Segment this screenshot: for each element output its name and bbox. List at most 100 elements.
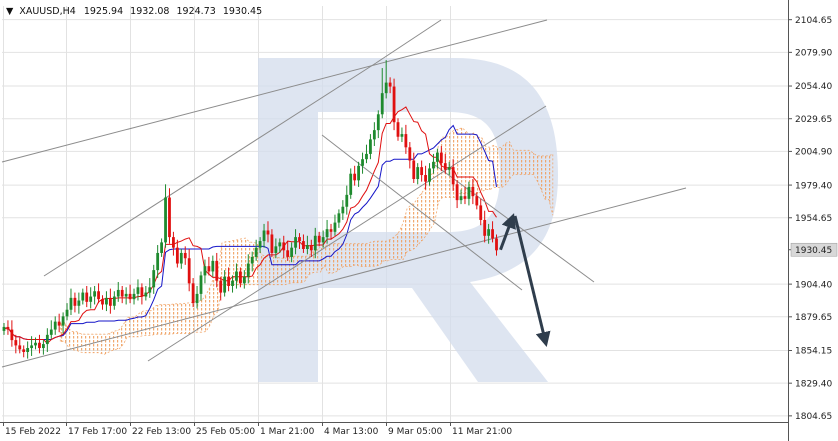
candle-body <box>491 229 494 239</box>
candle-body <box>172 237 175 248</box>
candle-body <box>26 348 30 353</box>
candle-body <box>148 287 152 293</box>
candle-body <box>195 293 199 304</box>
candle-body <box>317 235 321 243</box>
trendline-6 <box>321 134 523 291</box>
candle-body <box>286 250 290 257</box>
candle-body <box>305 245 309 249</box>
candle-body <box>250 256 254 264</box>
candle-body <box>388 82 392 87</box>
candle-body <box>227 276 230 286</box>
candle-body <box>459 196 463 201</box>
candle-body <box>152 270 156 288</box>
candle-body <box>203 266 207 276</box>
grid <box>2 6 788 422</box>
candle-body <box>396 122 400 137</box>
candle-body <box>467 186 471 199</box>
candle-body <box>353 173 357 181</box>
candle-body <box>160 242 163 253</box>
candle-body <box>254 247 258 257</box>
header-low: 1924.73 <box>177 6 216 17</box>
candle-body <box>392 86 396 123</box>
header-open: 1925.94 <box>84 6 123 17</box>
x-tick-label: 25 Feb 05:00 <box>196 427 255 437</box>
candle-body <box>223 276 227 293</box>
watermark-logo <box>258 58 558 382</box>
candle-body <box>345 194 349 207</box>
y-tick-label: 2029.65 <box>795 115 832 125</box>
candle-body <box>290 247 294 257</box>
candle-body <box>191 283 195 304</box>
y-tick-label: 2079.90 <box>795 49 832 59</box>
candle-body <box>258 241 262 248</box>
candle-body <box>479 205 483 220</box>
candle-body <box>400 134 404 137</box>
candle-body <box>30 345 33 349</box>
candle-body <box>10 329 14 341</box>
candle-body <box>361 159 364 166</box>
candle-body <box>42 344 45 349</box>
candle-body <box>412 160 416 180</box>
tenkan-line <box>3 106 497 345</box>
y-tick-label: 2004.90 <box>795 148 832 158</box>
last-price-label-bg <box>790 242 838 257</box>
candle-body <box>14 340 18 346</box>
candle-body <box>447 167 451 170</box>
candle-body <box>108 297 112 306</box>
x-tick-label: 1 Mar 21:00 <box>260 427 315 437</box>
x-tick-label: 17 Feb 17:00 <box>68 427 127 437</box>
candle-body <box>164 197 167 243</box>
candle-body <box>436 152 439 162</box>
candle-body <box>219 280 223 293</box>
candle-body <box>45 334 49 345</box>
trendline-3 <box>375 19 442 64</box>
kijun-line <box>3 124 497 340</box>
candle-body <box>483 219 487 236</box>
candle-body <box>266 230 270 235</box>
candle-body <box>175 247 179 264</box>
watermark-r-shape <box>258 58 558 382</box>
forecast-arrows <box>499 213 551 347</box>
candle-body <box>384 82 388 94</box>
candle-body <box>116 289 120 297</box>
candle-body <box>262 230 266 242</box>
candle-body <box>424 175 427 182</box>
candle-body <box>211 260 215 272</box>
y-tick-label: 1904.40 <box>795 280 832 290</box>
candle-body <box>242 276 246 284</box>
candle-body <box>278 242 282 247</box>
trendline-5 <box>147 105 547 362</box>
candle-body <box>34 342 37 346</box>
candle-body <box>451 167 455 185</box>
candle-body <box>369 139 372 154</box>
candle-body <box>85 292 89 302</box>
chart-header: ▼ XAUUSD,H4 1925.94 1932.08 1924.73 1930… <box>6 6 262 17</box>
candle-body <box>61 316 65 326</box>
candle-body <box>101 299 104 305</box>
x-tick-label: 22 Feb 13:00 <box>132 427 191 437</box>
candle-body <box>313 235 317 251</box>
candle-body <box>321 237 325 243</box>
candles <box>2 60 498 359</box>
candle-body <box>183 252 187 259</box>
candle-body <box>89 296 93 302</box>
candle-body <box>337 213 341 223</box>
candle-body <box>77 300 81 306</box>
candle-body <box>463 196 467 199</box>
candle-body <box>325 229 329 238</box>
y-tick-label: 1829.40 <box>795 379 832 389</box>
candle-body <box>57 321 61 326</box>
candle-body <box>294 237 297 248</box>
candle-body <box>132 293 136 300</box>
y-tick-label: 1804.65 <box>795 412 832 422</box>
candle-body <box>439 152 443 164</box>
candle-body <box>471 186 475 197</box>
y-tick-label: 1854.15 <box>795 347 832 357</box>
candle-body <box>380 93 384 115</box>
candle-body <box>22 349 26 353</box>
candle-body <box>416 167 420 180</box>
candle-body <box>199 275 203 294</box>
candle-body <box>49 329 53 335</box>
